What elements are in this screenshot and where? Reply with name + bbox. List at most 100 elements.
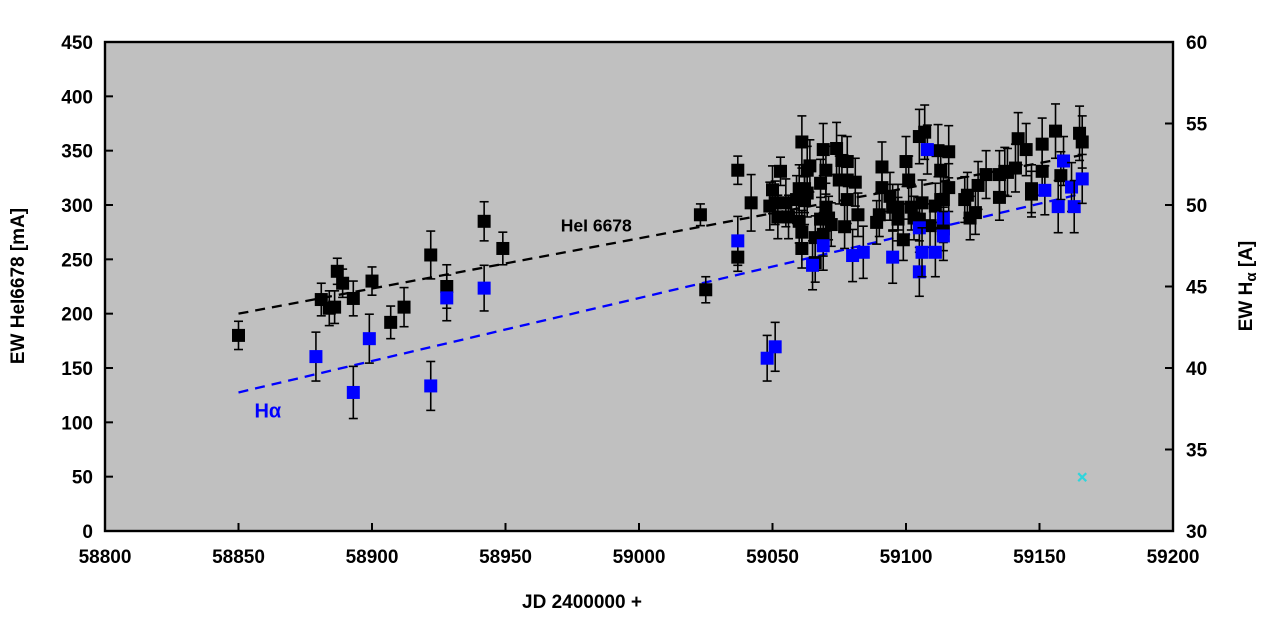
data-point-hei6678 bbox=[496, 241, 510, 255]
data-point-hei6678 bbox=[1024, 187, 1038, 201]
cyan-cross-marker bbox=[1077, 472, 1087, 482]
data-point-halpha bbox=[1075, 172, 1089, 186]
data-point-hei6678 bbox=[824, 218, 838, 232]
y-left-tick-label: 50 bbox=[72, 468, 93, 489]
x-axis-title: JD 2400000 + bbox=[522, 592, 642, 613]
data-point-hei6678 bbox=[384, 315, 398, 329]
data-point-hei6678 bbox=[1035, 164, 1049, 178]
data-point-hei6678 bbox=[424, 248, 438, 262]
data-point-hei6678 bbox=[899, 155, 913, 169]
data-point-halpha bbox=[1057, 154, 1071, 168]
data-point-hei6678 bbox=[814, 176, 828, 190]
y-left-tick-label: 100 bbox=[61, 413, 93, 434]
data-point-hei6678 bbox=[1008, 161, 1022, 175]
data-point-hei6678 bbox=[1049, 124, 1063, 138]
x-tick-label: 59000 bbox=[613, 547, 666, 568]
data-point-halpha bbox=[920, 143, 934, 157]
data-point-hei6678 bbox=[1075, 135, 1089, 149]
data-point-halpha bbox=[768, 340, 782, 354]
data-point-halpha bbox=[1038, 183, 1052, 197]
series-label-hei6678: HeI 6678 bbox=[561, 216, 632, 236]
data-point-hei6678 bbox=[477, 214, 491, 228]
x-tick-label: 58950 bbox=[479, 547, 532, 568]
data-point-halpha bbox=[731, 234, 745, 248]
y-right-axis-title: EW Hα [A] bbox=[1236, 241, 1260, 332]
data-point-hei6678 bbox=[1011, 132, 1025, 146]
y-right-tick-label: 50 bbox=[1186, 196, 1207, 217]
y-right-tick-label: 35 bbox=[1186, 441, 1208, 462]
data-point-halpha bbox=[1051, 200, 1065, 214]
data-point-hei6678 bbox=[336, 276, 350, 290]
y-left-axis-title: EW HeI6678 [mA] bbox=[8, 208, 29, 364]
data-point-hei6678 bbox=[744, 196, 758, 210]
data-point-hei6678 bbox=[918, 125, 932, 139]
data-point-halpha bbox=[309, 350, 323, 364]
data-point-hei6678 bbox=[795, 241, 809, 255]
data-point-halpha bbox=[440, 291, 454, 305]
data-point-hei6678 bbox=[232, 328, 245, 342]
data-point-halpha bbox=[856, 245, 870, 259]
data-point-hei6678 bbox=[330, 264, 344, 278]
data-point-halpha bbox=[846, 249, 860, 263]
y-left-tick-label: 350 bbox=[61, 142, 93, 163]
data-point-hei6678 bbox=[979, 168, 993, 182]
data-point-halpha bbox=[346, 385, 360, 399]
y-left-tick-label: 0 bbox=[82, 522, 93, 543]
y-right-tick-label: 55 bbox=[1186, 115, 1208, 136]
data-point-halpha bbox=[760, 351, 774, 365]
data-point-hei6678 bbox=[896, 233, 910, 247]
data-point-hei6678 bbox=[902, 173, 916, 187]
data-point-halpha bbox=[936, 229, 950, 243]
data-point-hei6678 bbox=[848, 175, 862, 189]
data-point-hei6678 bbox=[942, 145, 956, 159]
data-point-hei6678 bbox=[872, 208, 886, 222]
series-label-halpha: Hα bbox=[254, 400, 281, 422]
data-point-hei6678 bbox=[819, 163, 833, 177]
y-left-tick-label: 250 bbox=[61, 250, 93, 271]
data-point-halpha bbox=[816, 239, 830, 253]
x-tick-label: 59050 bbox=[746, 547, 799, 568]
data-point-hei6678 bbox=[851, 208, 865, 222]
data-point-hei6678 bbox=[771, 210, 785, 224]
data-point-hei6678 bbox=[942, 181, 956, 195]
data-point-hei6678 bbox=[968, 206, 982, 220]
data-point-hei6678 bbox=[816, 143, 830, 157]
data-point-hei6678 bbox=[891, 212, 905, 226]
data-point-halpha bbox=[915, 245, 929, 259]
data-point-halpha bbox=[362, 332, 376, 346]
data-point-halpha bbox=[806, 258, 820, 272]
y-right-tick-label: 60 bbox=[1186, 33, 1207, 54]
y-right-tick-label: 45 bbox=[1186, 278, 1208, 299]
data-point-halpha bbox=[928, 245, 942, 259]
y-left-tick-label: 200 bbox=[61, 305, 93, 326]
plot-background bbox=[103, 40, 1175, 533]
y-left-tick-label: 150 bbox=[61, 359, 93, 380]
data-point-hei6678 bbox=[1019, 143, 1033, 157]
data-point-hei6678 bbox=[800, 186, 814, 200]
data-point-hei6678 bbox=[731, 163, 745, 177]
data-point-hei6678 bbox=[830, 141, 844, 155]
data-point-hei6678 bbox=[699, 283, 713, 297]
x-tick-label: 58900 bbox=[346, 547, 399, 568]
data-point-hei6678 bbox=[840, 193, 854, 207]
data-point-hei6678 bbox=[774, 164, 788, 178]
x-tick-label: 59200 bbox=[1147, 547, 1200, 568]
data-point-hei6678 bbox=[782, 210, 796, 224]
plot-area: 58800 58850 58900 58950 59000 59050 59100 59150… bbox=[61, 33, 1207, 568]
data-point-halpha bbox=[477, 281, 491, 295]
data-point-hei6678 bbox=[971, 178, 985, 192]
data-point-hei6678 bbox=[838, 220, 852, 234]
data-point-halpha bbox=[886, 250, 900, 264]
data-point-hei6678 bbox=[693, 208, 707, 222]
x-tick-label: 58800 bbox=[79, 547, 132, 568]
data-point-hei6678 bbox=[365, 274, 379, 288]
y-left-tick-label: 450 bbox=[61, 33, 93, 54]
data-point-hei6678 bbox=[795, 135, 809, 149]
data-point-halpha bbox=[424, 379, 438, 393]
y-left-tick-label: 400 bbox=[61, 87, 93, 108]
x-tick-label: 59150 bbox=[1013, 547, 1066, 568]
y-right-tick-label: 40 bbox=[1186, 359, 1207, 380]
x-tick-label: 58850 bbox=[212, 547, 265, 568]
